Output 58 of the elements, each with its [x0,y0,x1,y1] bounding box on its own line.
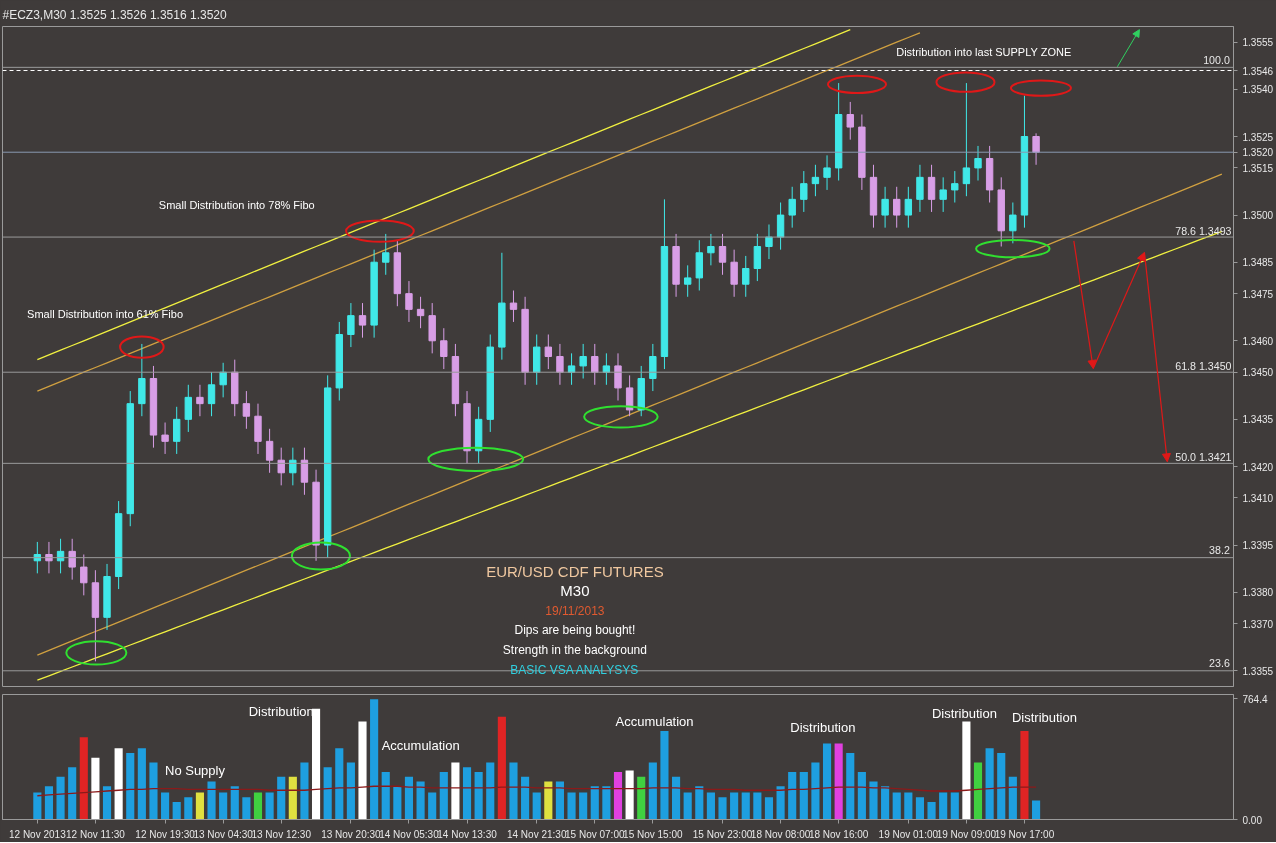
ref-line-label: 50.0 1.3421 [1175,451,1232,464]
x-tick-label: 19 Nov 09:00 [936,828,997,840]
y-tick-label: 1.3380 [1242,587,1274,599]
y-tick-label: 1.3540 [1242,84,1274,96]
annotation: Strength in the background [502,643,647,658]
annotation: 38.2 [1209,543,1230,556]
annotation: Accumulation [381,737,460,753]
y-tick-label: 1.3515 [1242,162,1274,174]
x-tick-label: 18 Nov 16:00 [808,828,869,840]
x-tick-label: 15 Nov 15:00 [623,828,684,840]
x-tick-label: 14 Nov 13:30 [437,828,498,840]
annotation: No Supply [164,763,226,778]
y-tick-label: 1.3395 [1242,540,1274,552]
annotation: Distribution into last SUPPLY ZONE [896,45,1072,58]
x-tick-label: 15 Nov 23:00 [692,828,753,840]
y-tick-label: 1.3355 [1242,665,1274,677]
annotation: 23.6 [1209,656,1230,669]
y-tick-label: 1.3525 [1242,131,1274,143]
x-tick-label: 14 Nov 05:30 [379,828,440,840]
x-tick-label: 12 Nov 2013 [8,828,67,840]
annotation: M30 [560,582,590,600]
x-tick-label: 13 Nov 12:30 [251,828,312,840]
annotation: Accumulation [615,713,694,729]
annotation: EUR/USD CDF FUTURES [486,562,664,580]
annotation: BASIC VSA ANALYSYS [510,663,639,677]
y-tick-label: 1.3435 [1242,414,1274,426]
annotation: 100.0 [1203,53,1230,66]
annotation: Distribution [790,720,856,736]
y-tick-label: 1.3420 [1242,461,1274,473]
y-tick-label: 1.3546 [1242,65,1274,77]
x-tick-label: 19 Nov 17:00 [994,828,1055,840]
y-tick-label: 0.00 [1242,814,1263,826]
ref-line-label: 61.8 1.3450 [1175,360,1232,373]
x-tick-label: 19 Nov 01:00 [878,828,939,840]
annotation: Distribution [931,706,997,721]
annotation: Dips are being bought! [514,623,636,638]
y-tick-label: 1.3485 [1242,257,1274,269]
y-tick-label: 1.3460 [1242,335,1274,347]
y-tick-label: 1.3370 [1242,618,1274,630]
x-tick-label: 12 Nov 19:30 [135,828,196,840]
x-tick-label: 12 Nov 11:30 [66,828,126,840]
annotation: Small Distribution into 78% Fibo [158,199,315,212]
x-tick-label: 15 Nov 07:00 [565,828,625,840]
x-tick-label: 13 Nov 04:30 [193,828,254,840]
chart-title: #ECZ3,M30 1.3525 1.3526 1.3516 1.3520 [2,7,227,22]
y-tick-label: 1.3500 [1242,210,1274,222]
y-tick-label: 1.3520 [1242,147,1274,159]
annotation: Distribution [248,704,314,720]
x-tick-label: 14 Nov 21:30 [506,828,567,840]
y-tick-label: 764.4 [1242,693,1268,705]
y-tick-label: 1.3475 [1242,288,1274,300]
x-tick-label: 18 Nov 08:00 [750,828,811,840]
y-tick-label: 1.3450 [1242,367,1274,379]
annotation: Distribution [1011,710,1077,725]
y-tick-label: 1.3410 [1242,492,1274,504]
annotation: 19/11/2013 [545,603,605,618]
ref-line-label: 78.6 1.3493 [1175,225,1232,238]
y-tick-label: 1.3555 [1242,37,1274,49]
